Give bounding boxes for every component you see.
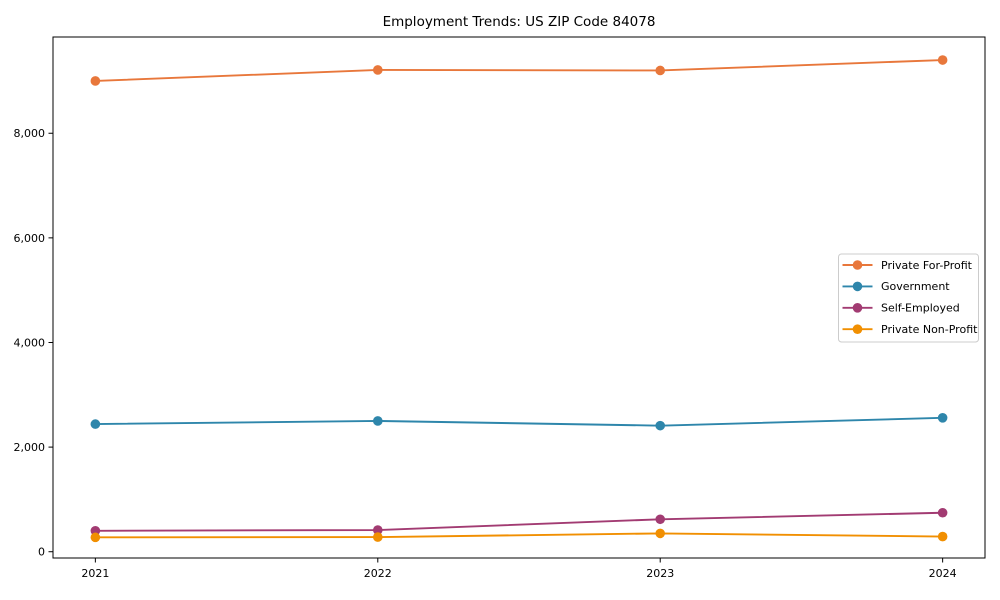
legend-marker	[852, 303, 863, 313]
series-line	[95, 532, 943, 539]
y-tick-label: 0	[38, 546, 45, 559]
data-point-marker	[655, 420, 666, 431]
y-tick-label: 6,000	[14, 232, 46, 245]
data-point-marker	[372, 65, 383, 75]
legend-entry-label: Private For-Profit	[881, 259, 973, 272]
legend-box	[838, 253, 979, 343]
series-line	[95, 59, 943, 82]
data-point-marker	[372, 525, 383, 535]
legend-entry-label: Private Non-Profit	[881, 323, 978, 336]
plot-area: 0 2,000 4,000 6,000 8,000 2021 2022 2023 2024	[14, 36, 986, 580]
x-tick-label: 2022	[364, 567, 392, 580]
data-point-marker	[937, 531, 948, 542]
chart-title: Employment Trends: US ZIP Code 84078	[383, 14, 656, 30]
legend-marker	[852, 324, 863, 335]
data-point-marker	[90, 532, 101, 543]
data-point-marker	[937, 55, 948, 65]
data-point-marker	[655, 528, 666, 539]
data-point-marker	[937, 507, 948, 518]
chart-legend: Private For-Profit Government Self-Employe…	[838, 253, 979, 343]
data-point-marker	[372, 532, 383, 542]
legend-entry-label: Self-Employed	[881, 302, 960, 315]
series-line	[95, 416, 943, 427]
y-tick-label: 2,000	[14, 441, 46, 454]
legend-entry-label: Government	[881, 280, 950, 293]
data-point-marker	[937, 413, 948, 423]
legend-marker	[852, 260, 863, 270]
x-tick-label: 2021	[81, 567, 109, 580]
y-tick-label: 8,000	[14, 127, 46, 140]
data-point-marker	[372, 416, 383, 426]
plot-frame	[52, 36, 986, 559]
data-point-marker	[655, 65, 666, 76]
y-tick-label: 4,000	[14, 336, 46, 349]
data-point-marker	[90, 76, 101, 86]
x-tick-label: 2024	[929, 567, 957, 580]
data-point-marker	[90, 419, 101, 429]
data-point-marker	[655, 514, 666, 525]
x-tick-label: 2023	[646, 567, 674, 580]
legend-marker	[852, 281, 863, 292]
series-line	[95, 511, 943, 532]
